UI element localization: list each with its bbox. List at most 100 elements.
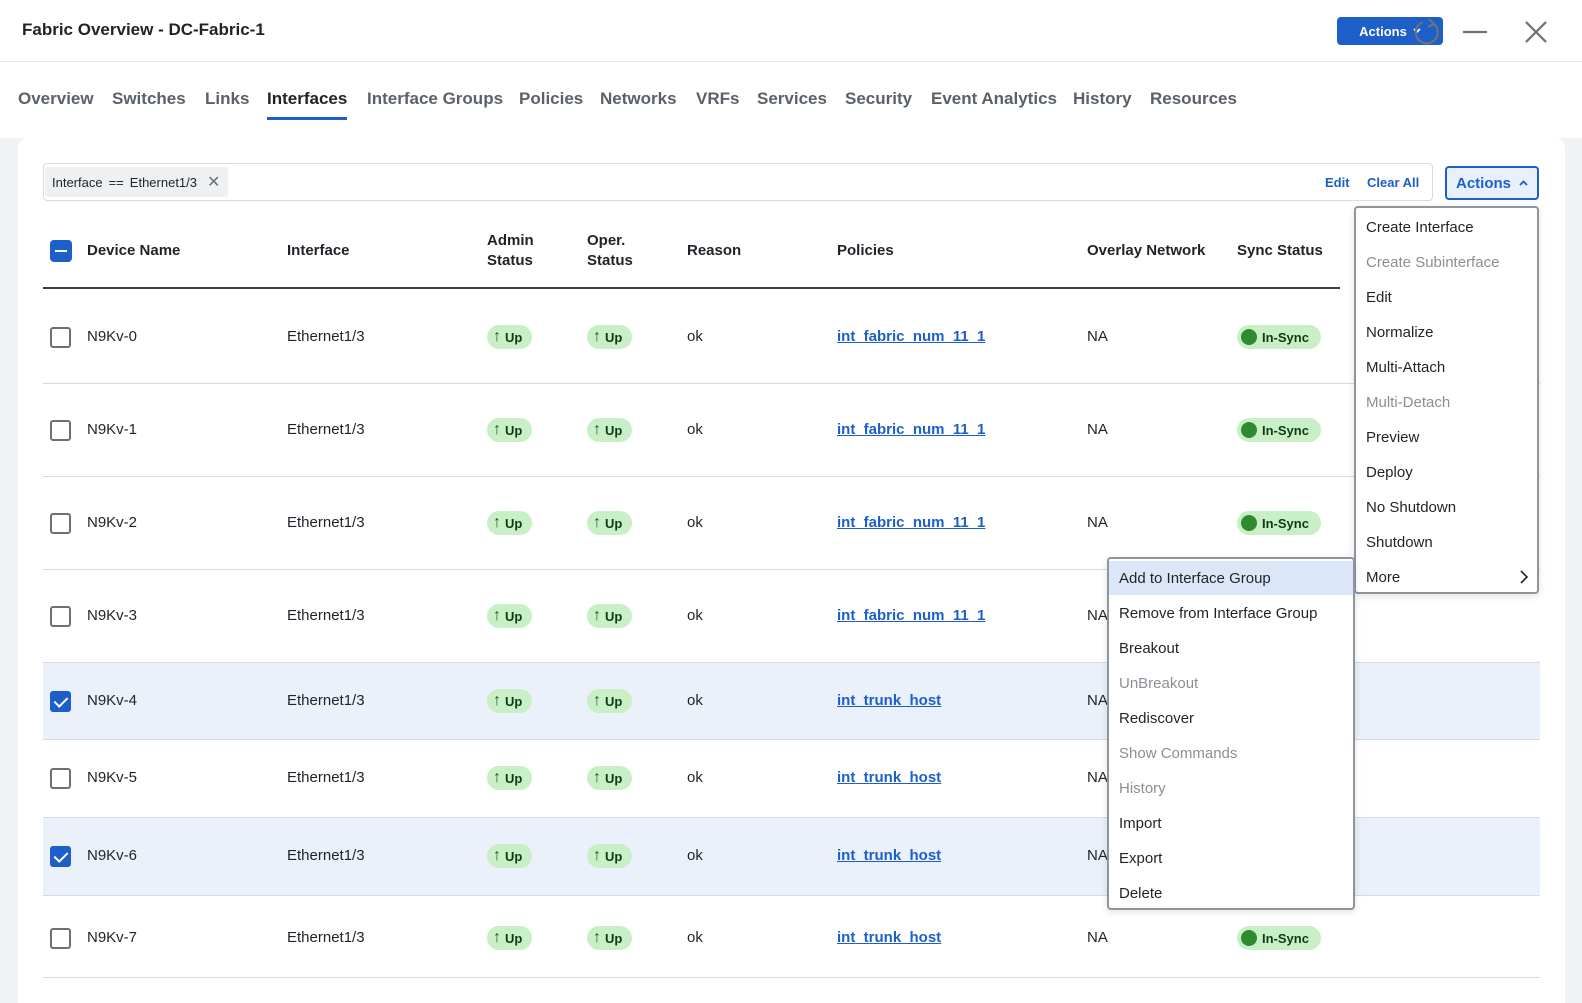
menu-item-normalize[interactable]: Normalize — [1366, 323, 1434, 341]
sync-status-badge: In-Sync — [1237, 511, 1321, 535]
arrow-up-icon: ↑ — [493, 847, 501, 864]
admin-status-text: Up — [505, 608, 523, 624]
minimize-icon[interactable] — [1457, 14, 1493, 50]
menu-item-delete[interactable]: Delete — [1119, 884, 1163, 902]
table-row[interactable]: N9Kv-2 Ethernet1/3 ↑ Up ↑ Up ok int_fabric… — [43, 477, 1540, 570]
cell-reason: ok — [687, 514, 703, 531]
tab-security[interactable]: Security — [845, 89, 913, 108]
cell-overlay: NA — [1087, 769, 1108, 786]
col-reason[interactable]: Reason — [687, 242, 742, 259]
tab-switches[interactable]: Switches — [112, 89, 186, 108]
menu-item-rediscover[interactable]: Rediscover — [1119, 709, 1195, 727]
menu-item-export[interactable]: Export — [1119, 849, 1163, 867]
cell-overlay: NA — [1087, 607, 1108, 624]
refresh-icon[interactable] — [1409, 14, 1445, 50]
tab-overview[interactable]: Overview — [18, 89, 94, 108]
clear-all-link[interactable]: Clear All — [1367, 175, 1420, 190]
cell-interface: Ethernet1/3 — [287, 769, 365, 786]
menu-item-add-to-interface-group[interactable]: Add to Interface Group — [1109, 561, 1353, 595]
table-row[interactable]: N9Kv-1 Ethernet1/3 ↑ Up ↑ Up ok int_fabric… — [43, 384, 1540, 477]
row-checkbox[interactable] — [50, 768, 71, 789]
row-checkbox[interactable] — [50, 928, 71, 949]
policy-link[interactable]: int_trunk_host — [837, 847, 942, 864]
tab-history[interactable]: History — [1073, 89, 1132, 108]
status-dot-icon — [1241, 930, 1257, 946]
row-checkbox[interactable] — [50, 606, 71, 627]
tab-networks[interactable]: Networks — [600, 89, 677, 108]
sync-status-text: In-Sync — [1262, 329, 1309, 345]
cell-device: N9Kv-7 — [87, 929, 138, 946]
filter-bar[interactable] — [43, 163, 1433, 201]
tab-services[interactable]: Services — [757, 89, 827, 108]
col-overlay-network[interactable]: Overlay Network — [1087, 242, 1206, 259]
filter-edit-link[interactable]: Edit — [1325, 175, 1350, 190]
status-dot-icon — [1241, 515, 1257, 531]
policy-link[interactable]: int_trunk_host — [837, 692, 942, 709]
arrow-up-icon: ↑ — [593, 929, 601, 946]
tab-policies[interactable]: Policies — [519, 89, 584, 108]
col-admin-status-line1: Admin — [487, 232, 534, 249]
tab-bar: Overview Switches Links Interfaces Inter… — [0, 62, 1582, 138]
oper-status-text: Up — [605, 329, 623, 345]
row-checkbox-checked[interactable] — [50, 846, 71, 867]
admin-status-text: Up — [505, 693, 523, 709]
tab-interface-groups[interactable]: Interface Groups — [367, 89, 504, 108]
menu-item-more[interactable]: More — [1356, 560, 1537, 594]
menu-item-preview[interactable]: Preview — [1366, 428, 1420, 446]
arrow-up-icon: ↑ — [593, 421, 601, 438]
admin-status-badge: ↑ Up — [487, 926, 533, 950]
menu-item-deploy[interactable]: Deploy — [1366, 463, 1413, 481]
sync-status-badge: In-Sync — [1237, 418, 1321, 442]
select-all-checkbox[interactable] — [50, 240, 72, 262]
menu-item-shutdown[interactable]: Shutdown — [1366, 533, 1433, 551]
col-admin-status[interactable]: Admin Status — [487, 231, 534, 271]
menu-item-no-shutdown[interactable]: No Shutdown — [1366, 498, 1457, 516]
col-admin-status-line2: Status — [487, 252, 533, 269]
menu-item-create-interface[interactable]: Create Interface — [1366, 218, 1474, 236]
table-actions-button[interactable]: Actions — [1445, 166, 1539, 200]
close-icon[interactable] — [1518, 14, 1554, 50]
cell-interface: Ethernet1/3 — [287, 692, 365, 709]
cell-device: N9Kv-1 — [87, 421, 138, 438]
menu-item-create-subinterface: Create Subinterface — [1366, 253, 1500, 271]
tab-resources[interactable]: Resources — [1150, 89, 1237, 108]
row-checkbox[interactable] — [50, 420, 71, 441]
cell-reason: ok — [687, 692, 703, 709]
policy-link[interactable]: int_fabric_num_11_1 — [837, 328, 986, 345]
menu-item-history: History — [1119, 779, 1166, 797]
policy-link[interactable]: int_trunk_host — [837, 769, 942, 786]
menu-item-edit[interactable]: Edit — [1366, 288, 1392, 306]
menu-item-import[interactable]: Import — [1119, 814, 1162, 832]
cell-reason: ok — [687, 769, 703, 786]
tab-interfaces[interactable]: Interfaces — [267, 89, 348, 120]
arrow-up-icon: ↑ — [593, 328, 601, 345]
row-checkbox-checked[interactable] — [50, 691, 71, 712]
menu-item-multi-attach[interactable]: Multi-Attach — [1366, 358, 1446, 376]
tab-event-analytics[interactable]: Event Analytics — [931, 89, 1057, 108]
arrow-up-icon: ↑ — [493, 769, 501, 786]
menu-item-breakout[interactable]: Breakout — [1119, 639, 1180, 657]
menu-item-remove-from-interface-group[interactable]: Remove from Interface Group — [1119, 604, 1318, 622]
col-policies[interactable]: Policies — [837, 242, 894, 259]
chip-remove-icon[interactable]: ✕ — [207, 174, 221, 191]
tab-vrfs[interactable]: VRFs — [696, 89, 740, 108]
status-dot-icon — [1241, 329, 1257, 345]
page-title: Fabric Overview - DC-Fabric-1 — [22, 20, 265, 39]
arrow-up-icon: ↑ — [493, 421, 501, 438]
tab-links[interactable]: Links — [205, 89, 250, 108]
table-row[interactable]: N9Kv-0 Ethernet1/3 ↑ Up ↑ Up ok int_fabric… — [43, 291, 1540, 384]
admin-status-text: Up — [505, 848, 523, 864]
title-bar: Fabric Overview - DC-Fabric-1 Actions — [0, 0, 1582, 62]
col-oper-status[interactable]: Oper. Status — [587, 231, 633, 271]
policy-link[interactable]: int_fabric_num_11_1 — [837, 421, 986, 438]
col-sync-status[interactable]: Sync Status — [1237, 242, 1323, 259]
row-checkbox[interactable] — [50, 513, 71, 534]
col-interface[interactable]: Interface — [287, 242, 350, 259]
policy-link[interactable]: int_fabric_num_11_1 — [837, 607, 986, 624]
row-checkbox[interactable] — [50, 327, 71, 348]
policy-link[interactable]: int_trunk_host — [837, 929, 942, 946]
policy-link[interactable]: int_fabric_num_11_1 — [837, 514, 986, 531]
filter-chip-operator: == — [108, 174, 124, 190]
cell-device: N9Kv-2 — [87, 514, 138, 531]
col-device-name[interactable]: Device Name — [87, 242, 181, 259]
